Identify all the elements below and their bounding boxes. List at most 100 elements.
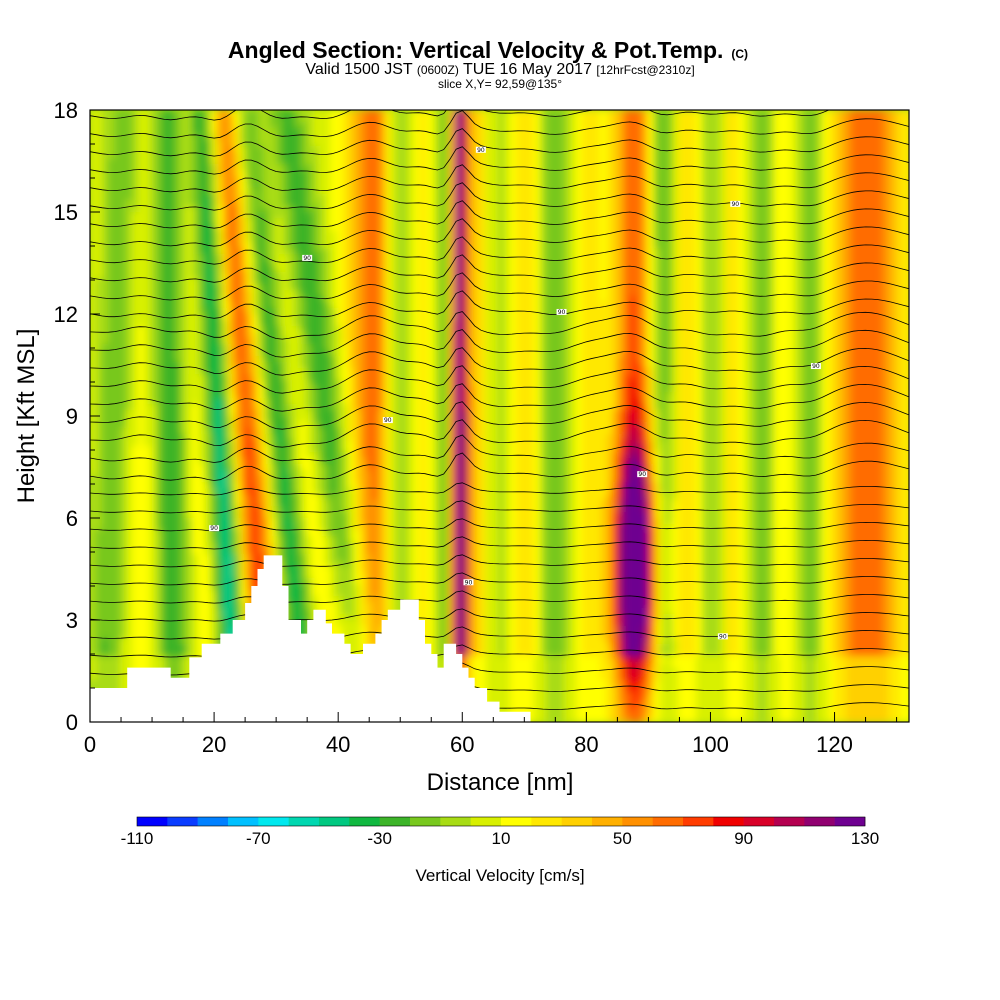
field-cell <box>210 146 217 153</box>
field-cell <box>504 248 511 255</box>
field-cell <box>642 242 649 249</box>
field-cell <box>726 302 733 309</box>
field-cell <box>834 170 841 177</box>
field-cell <box>576 314 583 321</box>
field-cell <box>708 224 715 231</box>
field-cell <box>468 296 475 303</box>
field-cell <box>186 146 193 153</box>
field-cell <box>186 230 193 237</box>
field-cell <box>240 314 247 321</box>
field-cell <box>138 128 145 135</box>
field-cell <box>414 242 421 249</box>
field-cell <box>882 200 889 207</box>
field-cell <box>696 152 703 159</box>
field-cell <box>174 176 181 183</box>
field-cell <box>846 110 853 117</box>
field-cell <box>366 218 373 225</box>
field-cell <box>546 188 553 195</box>
field-cell <box>462 326 469 333</box>
field-cell <box>96 158 103 165</box>
field-cell <box>204 194 211 201</box>
field-cell <box>294 194 301 201</box>
field-cell <box>480 278 487 285</box>
field-cell <box>156 128 163 135</box>
field-cell <box>516 122 523 129</box>
field-cell <box>804 254 811 261</box>
field-cell <box>714 110 721 117</box>
field-cell <box>738 122 745 129</box>
field-cell <box>246 314 253 321</box>
field-cell <box>114 170 121 177</box>
field-cell <box>570 122 577 129</box>
field-cell <box>570 266 577 273</box>
field-cell <box>270 140 277 147</box>
field-cell <box>360 326 367 333</box>
field-cell <box>594 320 601 327</box>
field-cell <box>462 116 469 123</box>
field-cell <box>642 176 649 183</box>
field-cell <box>606 272 613 279</box>
field-cell <box>624 146 631 153</box>
field-cell <box>816 308 823 315</box>
field-cell <box>780 236 787 243</box>
field-cell <box>522 296 529 303</box>
field-cell <box>168 266 175 273</box>
field-cell <box>372 314 379 321</box>
field-cell <box>138 224 145 231</box>
field-cell <box>156 146 163 153</box>
field-cell <box>636 266 643 273</box>
field-cell <box>702 278 709 285</box>
field-cell <box>666 290 673 297</box>
field-cell <box>126 326 133 333</box>
field-cell <box>816 206 823 213</box>
field-cell <box>324 224 331 231</box>
field-cell <box>876 212 883 219</box>
field-cell <box>414 224 421 231</box>
field-cell <box>156 266 163 273</box>
field-cell <box>96 194 103 201</box>
field-cell <box>354 200 361 207</box>
field-cell <box>132 206 139 213</box>
field-cell <box>558 146 565 153</box>
field-cell <box>222 200 229 207</box>
field-cell <box>324 176 331 183</box>
field-cell <box>726 212 733 219</box>
field-cell <box>852 224 859 231</box>
field-cell <box>762 218 769 225</box>
field-cell <box>246 176 253 183</box>
field-cell <box>432 320 439 327</box>
field-cell <box>132 122 139 129</box>
field-cell <box>252 254 259 261</box>
field-cell <box>582 194 589 201</box>
field-cell <box>186 266 193 273</box>
field-cell <box>222 164 229 171</box>
field-cell <box>474 278 481 285</box>
field-cell <box>690 170 697 177</box>
chart-subtitle-slice: slice X,Y= 92,59@135° <box>438 77 562 91</box>
field-cell <box>630 110 637 117</box>
field-cell <box>744 314 751 321</box>
field-cell <box>660 242 667 249</box>
field-cell <box>312 272 319 279</box>
field-cell <box>708 248 715 255</box>
field-cell <box>204 218 211 225</box>
field-cell <box>234 110 241 117</box>
field-cell <box>762 182 769 189</box>
field-cell <box>132 134 139 141</box>
field-cell <box>90 218 97 225</box>
field-cell <box>390 290 397 297</box>
field-cell <box>558 218 565 225</box>
field-cell <box>462 152 469 159</box>
field-cell <box>564 164 571 171</box>
field-cell <box>630 278 637 285</box>
field-cell <box>774 200 781 207</box>
field-cell <box>372 146 379 153</box>
field-cell <box>606 308 613 315</box>
field-cell <box>306 176 313 183</box>
field-cell <box>882 122 889 129</box>
field-cell <box>246 164 253 171</box>
field-cell <box>756 278 763 285</box>
field-cell <box>168 110 175 117</box>
field-cell <box>210 164 217 171</box>
field-cell <box>306 266 313 273</box>
